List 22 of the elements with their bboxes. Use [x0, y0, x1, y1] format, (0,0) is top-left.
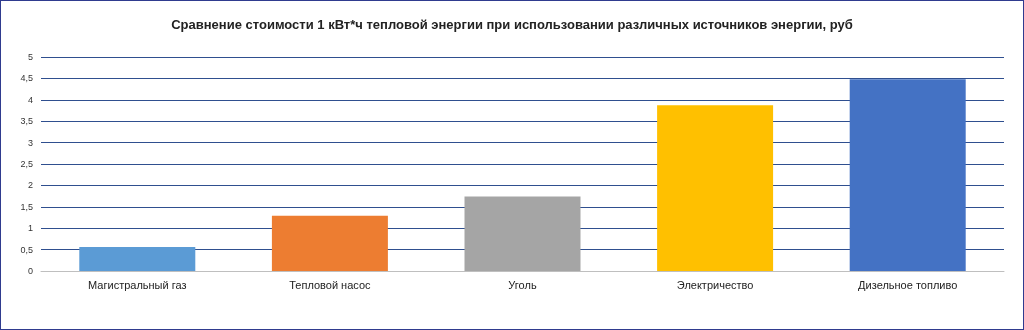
- bar: [271, 215, 388, 271]
- y-tick-label: 2,5: [20, 159, 33, 169]
- y-tick-label: 4,5: [20, 73, 33, 84]
- y-tick-label: 1,5: [20, 201, 33, 212]
- y-tick-label: 0: [27, 266, 33, 276]
- x-tick-label: Уголь: [508, 278, 537, 291]
- bar: [657, 105, 774, 271]
- y-tick-label: 0,5: [20, 244, 33, 255]
- y-tick-label: 3: [27, 137, 33, 148]
- x-tick-label: Магистральный газ: [88, 278, 187, 291]
- x-tick-label: Дизельное топливо: [858, 278, 958, 291]
- chart-title: Сравнение стоимости 1 кВт*ч тепловой энергии при использовании различных источников энергии, руб: [171, 17, 853, 32]
- x-tick-label: Тепловой насос: [289, 278, 372, 291]
- y-tick-label: 4: [27, 94, 33, 105]
- bar: [464, 196, 581, 271]
- y-tick-label: 2: [27, 180, 33, 191]
- y-tick-label: 5: [27, 52, 33, 62]
- y-tick-label: 3,5: [20, 116, 33, 127]
- x-tick-label: Электричество: [676, 278, 754, 291]
- bar: [79, 247, 196, 271]
- y-tick-label: 1: [27, 223, 33, 234]
- bar: [849, 79, 966, 271]
